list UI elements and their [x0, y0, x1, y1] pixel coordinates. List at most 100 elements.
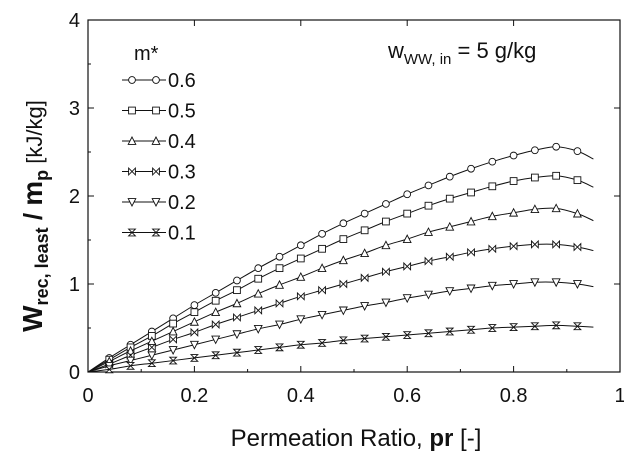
marker-triangle-up	[509, 207, 519, 217]
marker-triangle-down	[402, 294, 412, 304]
marker-bowtie	[445, 252, 454, 262]
marker-triangle-up	[423, 227, 434, 236]
marker-hourglass	[253, 346, 263, 354]
marker-bowtie	[190, 327, 199, 337]
legend-item-0.5: 0.5	[122, 101, 196, 123]
marker-hourglass	[232, 348, 242, 357]
marker-hourglass	[466, 325, 476, 334]
y-tick-label: 1	[69, 274, 80, 296]
marker-circle	[573, 147, 582, 155]
marker-triangle-up	[189, 316, 199, 326]
marker-square	[552, 171, 561, 180]
marker-triangle-up	[274, 279, 285, 289]
series-group	[87, 142, 594, 374]
marker-triangle-down	[360, 302, 370, 311]
marker-bowtie	[509, 241, 518, 251]
marker-triangle-down	[572, 280, 582, 289]
legend-label: 0.1	[168, 223, 196, 245]
marker-square	[531, 173, 539, 182]
marker-triangle-up	[253, 288, 263, 298]
marker-triangle-down	[211, 335, 221, 345]
marker-triangle-up	[232, 298, 242, 308]
marker-square	[382, 217, 390, 226]
marker-circle	[382, 200, 390, 208]
marker-hourglass	[211, 351, 221, 360]
marker-triangle-up	[381, 240, 391, 250]
marker-triangle-down	[338, 306, 348, 316]
marker-circle	[467, 164, 475, 173]
marker-hourglass	[168, 356, 178, 365]
x-tick-label: 0.4	[287, 385, 315, 407]
marker-triangle-up	[151, 136, 161, 145]
y-tick-label: 4	[69, 10, 80, 32]
legend-title: m*	[134, 43, 159, 65]
x-tick-label: 0	[82, 385, 93, 407]
marker-hourglass	[317, 339, 327, 347]
marker-circle	[339, 219, 348, 228]
marker-square	[211, 296, 220, 305]
legend-item-0.3: 0.3	[122, 162, 196, 184]
marker-bowtie	[254, 305, 263, 315]
marker-triangle-up	[317, 263, 327, 273]
marker-triangle-up	[466, 216, 476, 226]
marker-bowtie	[531, 239, 539, 249]
marker-circle	[233, 276, 241, 285]
marker-bowtie	[488, 244, 497, 254]
marker-triangle-down	[530, 278, 540, 288]
marker-circle	[531, 146, 539, 155]
marker-triangle-down	[253, 325, 263, 334]
marker-bowtie	[467, 247, 475, 257]
marker-triangle-down	[317, 310, 327, 320]
marker-triangle-down	[168, 346, 178, 355]
marker-triangle-up	[168, 326, 178, 336]
marker-bowtie	[169, 334, 177, 344]
marker-hourglass	[402, 331, 412, 339]
legend-item-0.1: 0.1	[122, 223, 196, 245]
marker-square	[360, 226, 369, 235]
marker-triangle-up	[338, 255, 348, 265]
marker-bowtie	[318, 285, 326, 295]
annotation-feed-humidity: wWW, in = 5 g/kg	[387, 38, 536, 68]
marker-circle	[211, 288, 220, 297]
marker-bowtie	[296, 291, 305, 301]
marker-hourglass	[189, 354, 199, 362]
marker-square	[152, 106, 160, 115]
marker-bowtie	[275, 298, 284, 308]
marker-square	[254, 274, 263, 283]
marker-triangle-down	[189, 340, 199, 350]
y-axis-title-group: Wrec, least / mp [kJ/kg]	[17, 100, 52, 332]
legend-item-0.2: 0.2	[122, 192, 196, 214]
marker-square	[488, 182, 497, 191]
marker-hourglass	[338, 336, 348, 345]
marker-hourglass	[360, 334, 370, 343]
marker-triangle-down	[487, 281, 497, 291]
marker-square	[233, 286, 241, 295]
x-tick-label: 0.8	[500, 385, 528, 407]
y-tick-label: 3	[69, 98, 80, 120]
marker-square	[275, 264, 284, 273]
marker-square	[190, 308, 199, 317]
x-tick-label: 0.2	[180, 385, 208, 407]
marker-triangle-down	[127, 198, 137, 207]
marker-triangle-down	[126, 356, 136, 366]
marker-triangle-up	[445, 221, 455, 231]
marker-bowtie	[147, 342, 156, 352]
marker-triangle-up	[572, 208, 582, 218]
marker-square	[318, 244, 326, 253]
marker-hourglass	[551, 321, 561, 330]
marker-hourglass	[509, 323, 519, 331]
marker-triangle-up	[487, 211, 497, 221]
marker-circle	[190, 301, 199, 309]
marker-hourglass	[530, 322, 540, 331]
marker-hourglass	[423, 329, 433, 338]
marker-circle	[275, 252, 284, 261]
marker-bowtie	[339, 279, 348, 289]
marker-hourglass	[296, 340, 306, 349]
legend: m* 0.6 0.5 0.4 0.3 0.2 0.1	[122, 43, 196, 245]
marker-triangle-down	[445, 287, 455, 297]
legend-item-0.6: 0.6	[122, 70, 196, 92]
marker-square	[128, 106, 136, 115]
marker-circle	[424, 181, 433, 190]
legend-label: 0.4	[168, 131, 196, 153]
